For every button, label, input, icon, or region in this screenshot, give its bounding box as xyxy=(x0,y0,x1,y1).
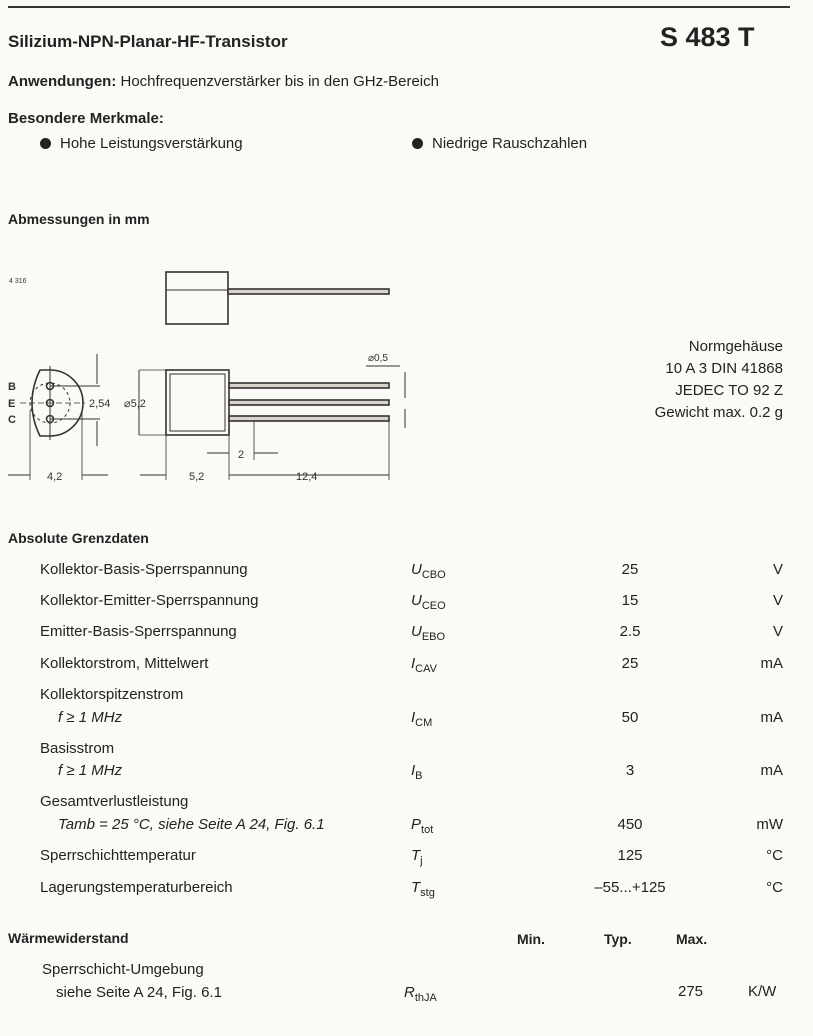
feature-item: Niedrige Rauschzahlen xyxy=(412,135,587,152)
applications-label: Anwendungen: xyxy=(8,73,117,90)
col-min: Min. xyxy=(517,931,545,947)
rating-symbol: UCEO xyxy=(411,592,446,612)
lead-c xyxy=(228,415,390,422)
rating-label: Lagerungstemperaturbereich xyxy=(40,879,233,896)
type-number: S 483 T xyxy=(660,22,755,52)
rating-unit: mW xyxy=(756,816,783,833)
top-view-body xyxy=(165,271,229,325)
rating-unit: °C xyxy=(766,847,783,864)
dimensions-heading: Abmessungen in mm xyxy=(8,211,150,227)
features-heading: Besondere Merkmale: xyxy=(8,110,164,127)
rating-symbol: UCBO xyxy=(411,561,446,581)
thermal-unit: K/W xyxy=(748,983,777,1000)
applications-text: Hochfrequenzverstärker bis in den GHz-Be… xyxy=(120,73,439,90)
lead-e xyxy=(228,399,390,406)
rating-condition: Tamb = 25 °C, siehe Seite A 24, Fig. 6.1 xyxy=(58,816,325,833)
pin-label-b: B xyxy=(8,381,16,393)
rating-label: Gesamtverlustleistung xyxy=(40,793,189,810)
rating-label: Kollektorspitzenstrom xyxy=(40,686,184,703)
rating-unit: V xyxy=(772,561,783,578)
lead-b xyxy=(228,382,390,389)
rating-symbol: Tstg xyxy=(411,879,435,899)
rating-condition: f ≥ 1 MHz xyxy=(58,762,123,779)
rating-symbol: ICAV xyxy=(411,655,437,675)
rating-label: Kollektor-Basis-Sperrspannung xyxy=(40,561,248,578)
rating-value: 3 xyxy=(625,762,635,779)
rating-value: 125 xyxy=(617,847,643,864)
rating-symbol: ICM xyxy=(411,709,433,729)
rating-value: –55...+125 xyxy=(594,879,666,896)
rating-unit: °C xyxy=(766,879,783,896)
package-drawing: 4 316 B E C 2,54 ⌀5,2 ⌀0,5 2 4,2 5,2 12,… xyxy=(8,271,406,483)
applications: Anwendungen: Hochfrequenzverstärker bis … xyxy=(8,73,439,90)
rating-symbol: UEBO xyxy=(411,623,446,643)
ratings-heading: Absolute Grenzdaten xyxy=(8,530,149,546)
rating-value: 50 xyxy=(621,709,639,726)
thermal-max: 275 xyxy=(678,983,704,1000)
rating-value: 15 xyxy=(621,592,639,609)
rating-unit: V xyxy=(772,592,783,609)
pin-label-c: C xyxy=(8,414,16,426)
rating-value: 25 xyxy=(621,655,639,672)
package-info: Normgehäuse 10 A 3 DIN 41868 JEDEC TO 92… xyxy=(654,338,783,421)
pin-label-e: E xyxy=(8,398,15,410)
thermal-heading: Wärmewiderstand xyxy=(8,930,129,946)
thermal-label: Sperrschicht-Umgebung xyxy=(42,961,204,978)
rating-unit: mA xyxy=(760,655,784,672)
rating-symbol: Tj xyxy=(411,847,423,867)
rating-unit: mA xyxy=(760,762,784,779)
dim-body-depth: 4,2 xyxy=(47,471,62,483)
drawing-id: 4 316 xyxy=(9,278,27,285)
top-view-lead xyxy=(227,288,390,295)
rating-symbol: Ptot xyxy=(411,816,434,836)
dim-pin-pitch: 2,54 xyxy=(89,398,110,410)
dim-lead-step: 2 xyxy=(238,449,244,461)
rating-value: 2.5 xyxy=(619,623,641,640)
dim-body-diameter: ⌀5,2 xyxy=(124,398,146,410)
top-rule xyxy=(8,6,790,8)
dim-body-length: 5,2 xyxy=(189,471,204,483)
rating-symbol: IB xyxy=(411,762,423,782)
thermal-sub: siehe Seite A 24, Fig. 6.1 xyxy=(56,984,222,1001)
side-view-body xyxy=(165,369,230,436)
rating-label: Kollektor-Emitter-Sperrspannung xyxy=(40,592,259,609)
dim-lead-length: 12,4 xyxy=(296,471,317,483)
feature-item: Hohe Leistungsverstärkung xyxy=(40,135,243,152)
bullet-icon xyxy=(412,138,423,149)
rating-unit: V xyxy=(772,623,783,640)
thermal-symbol: RthJA xyxy=(404,984,437,1004)
rating-label: Sperrschichttemperatur xyxy=(40,847,196,864)
dim-lead-diameter: ⌀0,5 xyxy=(368,353,388,364)
rating-value: 25 xyxy=(621,561,639,578)
pin-e xyxy=(45,398,55,408)
rating-condition: f ≥ 1 MHz xyxy=(58,709,123,726)
col-max: Max. xyxy=(676,931,708,947)
rating-label: Emitter-Basis-Sperrspannung xyxy=(40,623,237,640)
bullet-icon xyxy=(40,138,51,149)
col-typ: Typ. xyxy=(604,931,632,947)
rating-label: Basisstrom xyxy=(40,740,115,757)
rating-unit: mA xyxy=(760,709,784,726)
rating-value: 450 xyxy=(617,816,643,833)
rating-label: Kollektorstrom, Mittelwert xyxy=(40,655,209,672)
page-title: Silizium-NPN-Planar-HF-Transistor xyxy=(8,32,288,51)
